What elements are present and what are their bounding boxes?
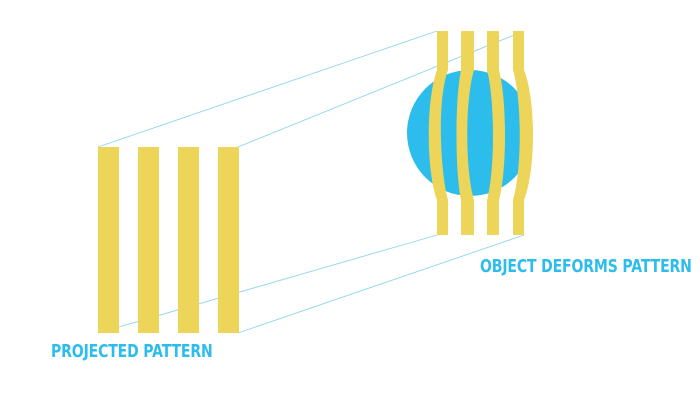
projected-stripe <box>98 147 119 333</box>
projected-pattern-label: PROJECTED PATTERN <box>51 341 213 362</box>
object-deforms-pattern-label: OBJECT DEFORMS PATTERN <box>480 256 692 277</box>
deformed-stripe <box>513 31 533 235</box>
projection-line-top-right <box>237 30 525 148</box>
projected-stripe <box>138 147 159 333</box>
deformed-stripe <box>428 31 448 235</box>
deformed-stripe <box>456 31 474 235</box>
projection-line-bottom-right <box>237 234 525 334</box>
deformed-pattern <box>428 31 533 235</box>
projection-line-top-left <box>97 30 438 148</box>
projected-stripe <box>178 147 199 333</box>
deformed-stripe <box>487 31 505 235</box>
projected-stripe <box>218 147 239 333</box>
projected-pattern <box>98 147 239 333</box>
